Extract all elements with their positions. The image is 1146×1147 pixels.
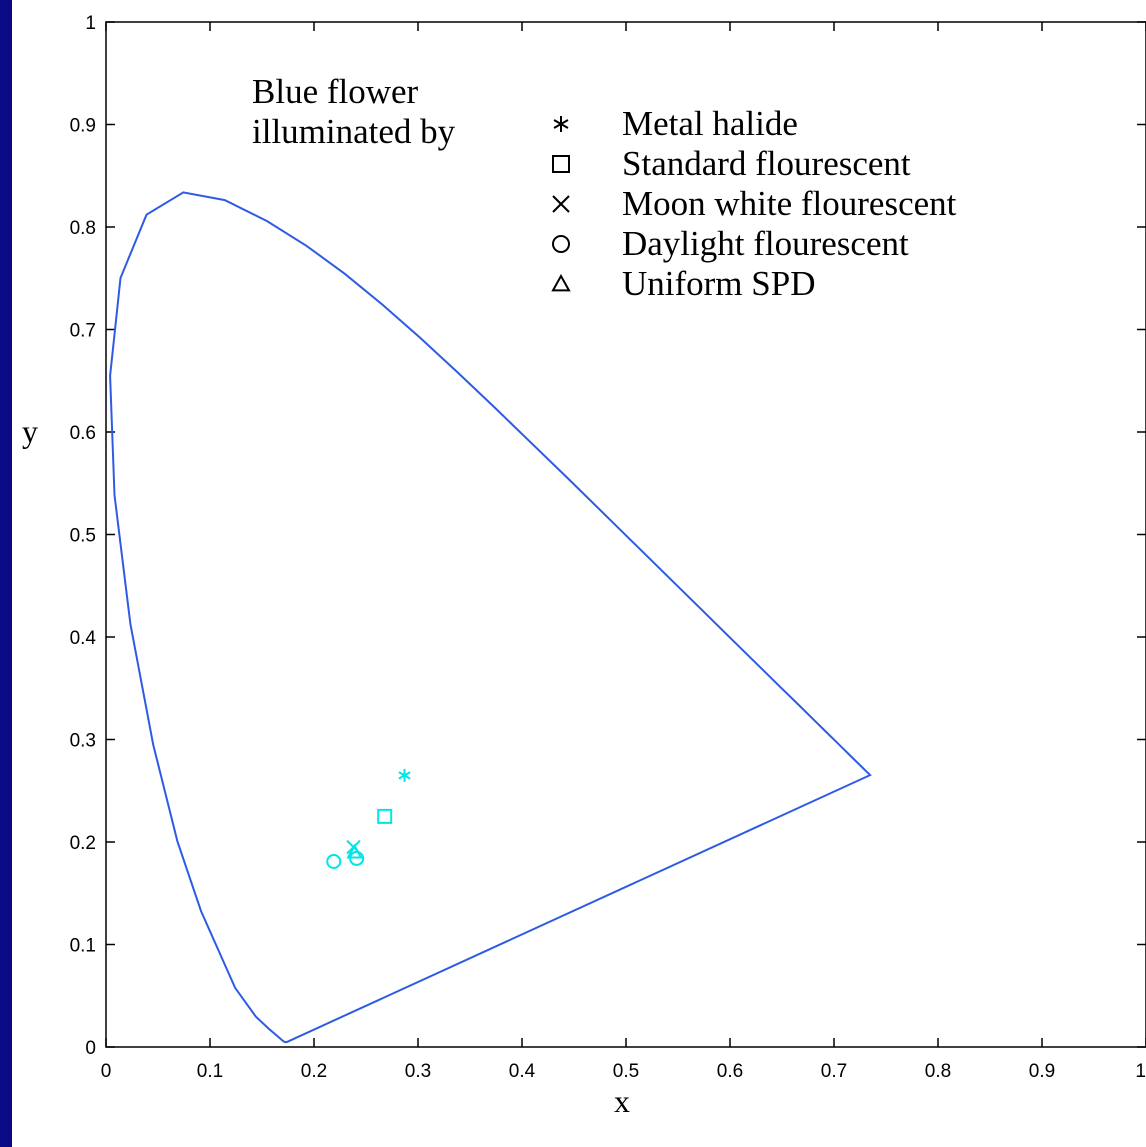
y-tick-label: 0.6 <box>70 423 96 444</box>
data-point-circle <box>326 853 342 869</box>
legend-marker-square <box>552 155 570 173</box>
x-tick-label: 0.2 <box>301 1061 327 1082</box>
x-tick-label: 0.5 <box>613 1061 639 1082</box>
figure-background <box>12 0 1146 1147</box>
legend-label: Metal halide <box>622 104 798 143</box>
spectral-locus-line <box>109 191 872 1044</box>
legend-marker-circle <box>552 235 570 253</box>
y-tick-label: 0.7 <box>70 321 96 342</box>
x-tick-label: 0.7 <box>821 1061 847 1082</box>
legend-label: Standard flourescent <box>622 144 911 183</box>
y-tick-label: 0.8 <box>70 218 96 239</box>
legend-marker-cross <box>552 195 570 213</box>
legend-label: Uniform SPD <box>622 264 816 303</box>
annotation-line-1: Blue flower <box>252 72 419 111</box>
legend-label: Moon white flourescent <box>622 184 957 223</box>
x-tick-label: 0.3 <box>405 1061 431 1082</box>
y-tick-labels: 0 0.1 0.2 0.3 0.4 0.5 0.6 0.7 0.8 0.9 1 <box>70 13 97 1059</box>
x-tick-labels: 0 0.1 0.2 0.3 0.4 0.5 0.6 0.7 0.8 0.9 1 <box>101 1061 1146 1082</box>
annotation-line-2: illuminated by <box>252 112 456 151</box>
x-tick-label: 0.8 <box>925 1061 951 1082</box>
legend-label: Daylight flourescent <box>622 224 909 263</box>
x-tick-label: 0.9 <box>1029 1061 1055 1082</box>
x-tick-label: 1 <box>1135 1061 1146 1082</box>
data-point-triangle <box>346 843 363 859</box>
x-tick-label: 0.4 <box>509 1061 536 1082</box>
data-point-square <box>377 808 393 824</box>
axis-ticks <box>105 21 1146 1048</box>
y-tick-label: 0.1 <box>70 936 96 957</box>
y-tick-label: 0 <box>85 1038 96 1059</box>
y-tick-label: 1 <box>85 13 96 34</box>
y-tick-label: 0.2 <box>70 833 96 854</box>
x-tick-label: 0 <box>101 1061 112 1082</box>
data-point-star <box>398 768 411 782</box>
y-axis-title: y <box>22 413 38 449</box>
x-axis-title: x <box>614 1083 630 1119</box>
y-tick-label: 0.4 <box>70 628 97 649</box>
x-tick-label: 0.1 <box>197 1061 223 1082</box>
legend-marker-triangle <box>551 273 571 292</box>
y-tick-label: 0.5 <box>70 526 96 547</box>
data-points <box>326 768 411 869</box>
legend-marker-star <box>553 116 569 132</box>
y-tick-label: 0.3 <box>70 731 96 752</box>
x-tick-label: 0.6 <box>717 1061 743 1082</box>
y-tick-label: 0.9 <box>70 116 96 137</box>
